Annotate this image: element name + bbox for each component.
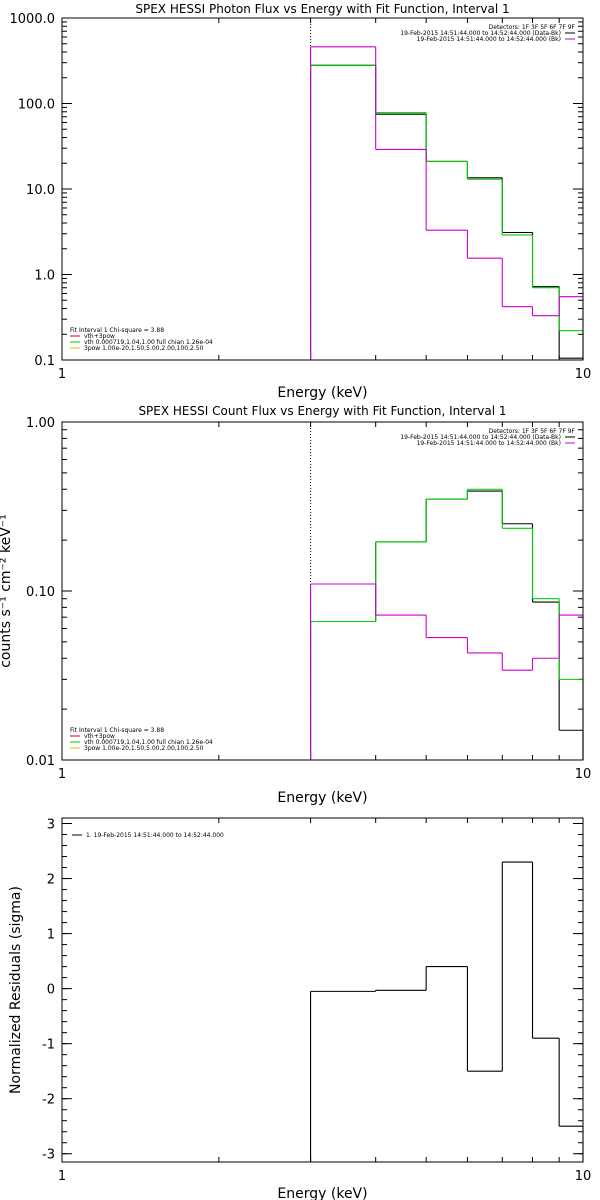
legend-text: 19-Feb-2015 14:51:44.000 to 14:52:44.000… xyxy=(417,440,561,447)
series-fit_total xyxy=(310,488,584,760)
y-tick-label: 0.10 xyxy=(26,585,55,600)
y-tick-label: 1 xyxy=(47,928,55,943)
x-tick-label: 10 xyxy=(575,367,592,382)
y-tick-label: 1000.0 xyxy=(10,12,56,27)
y-tick-label: -2 xyxy=(42,1093,55,1108)
x-axis-title: Energy (keV) xyxy=(277,385,367,401)
y-tick-label: 0 xyxy=(47,983,55,998)
y-tick-label: 1.00 xyxy=(26,416,55,431)
y-tick-label: 1.0 xyxy=(34,269,55,284)
x-tick-label: 1 xyxy=(58,1169,66,1184)
series-data xyxy=(310,490,584,760)
y-tick-label: 0.01 xyxy=(26,754,55,769)
legend-text: Fit Interval 1 Chi-square = 3.88 xyxy=(70,327,164,334)
legend-text: vth 0.000719,1.04,1.00 full chian 1.26e-… xyxy=(84,339,213,346)
legend-text: Fit Interval 1 Chi-square = 3.88 xyxy=(70,727,164,734)
chart-panel-3 xyxy=(61,817,584,1163)
y-axis-title: Normalized Residuals (sigma) xyxy=(8,886,24,1094)
chart-title: SPEX HESSI Photon Flux vs Energy with Fi… xyxy=(135,2,509,16)
chart-panel-2 xyxy=(61,421,584,761)
legend-text: Detectors: 1F 3F 5F 6F 7F 9F xyxy=(489,428,576,435)
legend-text: 19-Feb-2015 14:51:44.000 to 14:52:44.000… xyxy=(400,30,561,37)
x-axis-title: Energy (keV) xyxy=(277,1186,367,1200)
series-background xyxy=(310,583,584,760)
y-tick-label: 3 xyxy=(47,818,55,833)
y-tick-label: -1 xyxy=(42,1038,55,1053)
chart-panel-1 xyxy=(61,17,584,361)
x-axis-title: Energy (keV) xyxy=(277,790,367,806)
legend-text: 3pow 1.00e-20,1.50,5.00,2.00,100,2.50 xyxy=(84,345,204,352)
plot-frame xyxy=(61,421,584,761)
legend-text: 3pow 1.00e-20,1.50,5.00,2.00,100,2.50 xyxy=(84,745,204,752)
y-tick-label: 2 xyxy=(47,873,55,888)
plot-frame xyxy=(61,17,584,361)
legend-text: Detectors: 1F 3F 5F 6F 7F 9F xyxy=(489,24,576,31)
x-tick-label: 1 xyxy=(58,767,66,782)
legend-text: vth 0.000719,1.04,1.00 full chian 1.26e-… xyxy=(84,739,213,746)
chart-title: SPEX HESSI Count Flux vs Energy with Fit… xyxy=(138,404,506,418)
x-tick-label: 10 xyxy=(575,767,592,782)
y-tick-label: 0.1 xyxy=(34,354,55,369)
y-axis-title: counts s⁻¹ cm⁻² keV⁻¹ xyxy=(0,514,14,668)
series-residuals xyxy=(310,861,584,1162)
y-tick-label: 100.0 xyxy=(18,98,55,113)
plot-frame xyxy=(61,817,584,1163)
y-tick-label: -3 xyxy=(42,1148,55,1163)
x-tick-label: 10 xyxy=(575,1169,592,1184)
legend-text: vth+3pow xyxy=(84,333,115,340)
legend-text: 19-Feb-2015 14:51:44.000 to 14:52:44.000… xyxy=(400,434,561,441)
series-background xyxy=(310,46,584,360)
legend-text: 19-Feb-2015 14:51:44.000 to 14:52:44.000… xyxy=(417,36,561,43)
legend-text: vth+3pow xyxy=(84,733,115,740)
x-tick-label: 1 xyxy=(58,367,66,382)
y-tick-label: 10.0 xyxy=(26,183,55,198)
legend-text: 1. 19-Feb-2015 14:51:44.000 to 14:52:44.… xyxy=(86,832,224,839)
